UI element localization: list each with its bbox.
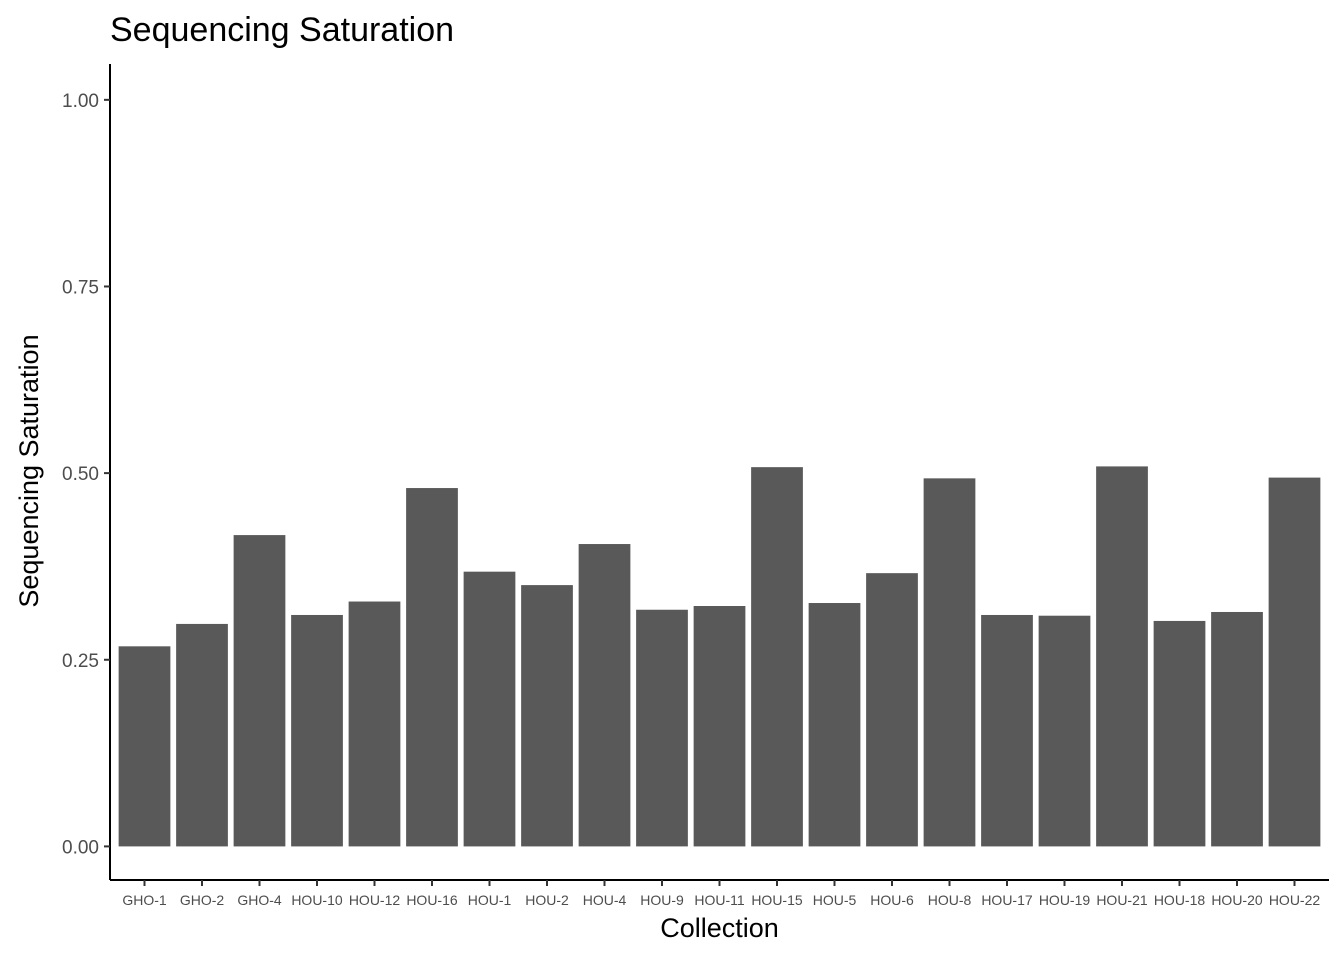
bar-hou-19 [1038,615,1091,847]
x-tick-label: HOU-19 [1039,892,1091,908]
bar-hou-2 [521,585,573,847]
x-tick-label: HOU-12 [349,892,401,908]
x-tick-label: HOU-5 [813,892,857,908]
bar-hou-1 [463,571,516,847]
bar-hou-9 [636,609,688,847]
x-tick-label: HOU-20 [1211,892,1263,908]
bar-hou-12 [348,601,401,847]
bar-hou-4 [578,544,631,847]
y-tick-label: 0.25 [62,651,99,672]
bar-group [118,466,1321,847]
y-axis-ticks: 0.00 0.25 0.50 0.75 1.00 [62,91,110,858]
x-tick-label: HOU-17 [981,892,1033,908]
x-tick-label: GHO-1 [122,892,167,908]
y-tick-label: 0.75 [62,277,99,298]
bar-hou-20 [1211,611,1263,847]
bar-hou-11 [693,606,746,847]
x-axis-title: Collection [660,913,779,943]
bar-hou-21 [1096,466,1148,847]
bar-hou-22 [1268,477,1321,847]
x-tick-label: HOU-2 [525,892,569,908]
bar-gho-4 [233,535,286,847]
x-tick-label: HOU-6 [870,892,914,908]
x-tick-label: HOU-9 [640,892,684,908]
bar-hou-17 [981,614,1033,847]
y-tick-label: 1.00 [62,91,99,112]
x-tick-label: HOU-18 [1154,892,1206,908]
x-tick-label: GHO-4 [237,892,282,908]
bar-hou-18 [1153,620,1206,847]
bar-hou-16 [406,488,458,847]
x-tick-label: HOU-8 [928,892,972,908]
bar-hou-6 [866,573,918,847]
bar-hou-8 [923,478,976,847]
y-tick-label: 0.50 [62,464,99,485]
x-tick-label: HOU-10 [291,892,343,908]
x-tick-label: HOU-15 [751,892,803,908]
x-tick-label: GHO-2 [180,892,225,908]
x-axis-ticks: GHO-1 GHO-2 GHO-4 HOU-10 HOU-12 HOU-16 HOU-1 HO… [122,880,1320,908]
x-tick-label: HOU-22 [1269,892,1321,908]
x-tick-label: HOU-11 [694,892,745,908]
bar-gho-2 [176,623,228,847]
bar-hou-10 [291,614,343,847]
bar-hou-5 [808,603,861,847]
y-tick-label: 0.00 [62,837,99,858]
x-tick-label: HOU-16 [406,892,458,908]
x-tick-label: HOU-21 [1096,892,1148,908]
bar-gho-1 [118,646,171,847]
bar-hou-15 [751,467,803,847]
x-tick-label: HOU-4 [583,892,627,908]
y-axis-title: Sequencing Saturation [14,334,44,607]
chart-title: Sequencing Saturation [110,11,454,49]
x-tick-label: HOU-1 [468,892,512,908]
